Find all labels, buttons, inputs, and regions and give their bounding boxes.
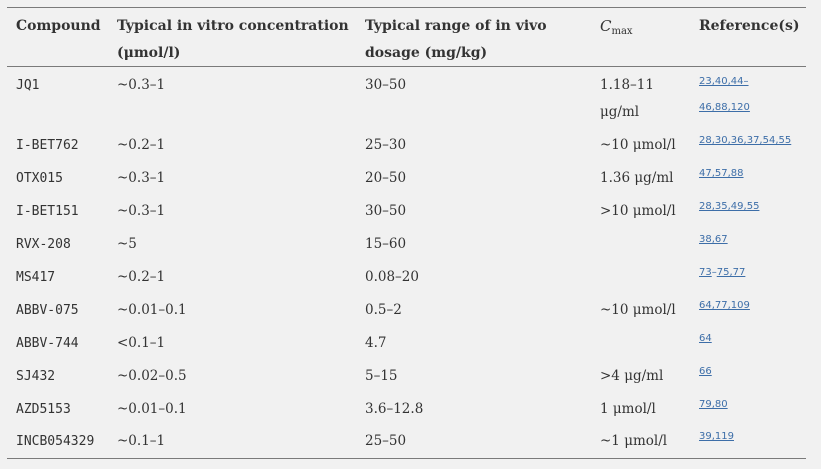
header-cmax: Cmax (600, 13, 633, 42)
cell-cmax: >10 μmol/l (600, 203, 676, 219)
cell-invivo: 4.7 (365, 335, 387, 351)
cell-invitro: ~0.1–1 (117, 433, 166, 449)
cell-invivo: 25–30 (365, 137, 407, 153)
cell-invitro: ~0.01–0.1 (117, 401, 187, 417)
cell-compound: I-BET762 (16, 138, 79, 153)
top-rule (7, 7, 806, 8)
reference-link[interactable]: 73 (699, 267, 712, 278)
reference-link[interactable]: 47,57,88 (699, 168, 744, 179)
cell-compound: JQ1 (16, 78, 40, 93)
cell-cmax: ~10 μmol/l (600, 302, 676, 318)
cell-invivo: 0.5–2 (365, 302, 402, 318)
cell-compound: SJ432 (16, 369, 56, 384)
cell-invitro: ~0.3–1 (117, 77, 166, 93)
header-invivo-line2: dosage (mg/kg) (365, 45, 488, 61)
cell-cmax: 1.36 μg/ml (600, 170, 674, 186)
cell-compound: OTX015 (16, 171, 63, 186)
cell-cmax: >4 μg/ml (600, 368, 664, 384)
reference-dash: – (711, 267, 717, 278)
reference-link[interactable]: 38,67 (699, 234, 728, 245)
cell-invitro: ~0.2–1 (117, 137, 166, 153)
cell-cmax: ~1 μmol/l (600, 433, 668, 449)
cell-compound: RVX-208 (16, 237, 71, 252)
header-cmax-c: C (600, 17, 612, 35)
cell-invivo: 25–50 (365, 433, 407, 449)
reference-dash: – (743, 76, 749, 87)
header-rule (7, 66, 806, 67)
cell-compound: I-BET151 (16, 204, 79, 219)
cell-invitro: ~5 (117, 236, 137, 252)
cell-invitro: ~0.2–1 (117, 269, 166, 285)
cell-compound: MS417 (16, 270, 56, 285)
reference-link[interactable]: 39,119 (699, 431, 734, 442)
header-invitro-line1: Typical in vitro concentration (117, 18, 349, 34)
bottom-rule (7, 458, 806, 459)
cell-references: 23,40,44– (699, 68, 749, 95)
reference-link[interactable]: 79,80 (699, 399, 728, 410)
reference-link[interactable]: 64,77,109 (699, 300, 750, 311)
reference-link[interactable]: 23,40,44 (699, 76, 744, 87)
header-invitro-line2: (μmol/l) (117, 45, 181, 61)
cell-references: 73–75,77 (699, 259, 745, 286)
cell-invitro: ~0.3–1 (117, 170, 166, 186)
header-invivo: Typical range of in vivo dosage (mg/kg) (365, 13, 585, 67)
cell-invivo: 0.08–20 (365, 269, 419, 285)
reference-link[interactable]: 75,77 (716, 267, 746, 278)
header-cmax-sub: max (611, 26, 633, 37)
cell-invitro: ~0.01–0.1 (117, 302, 187, 318)
cell-invivo: 5–15 (365, 368, 398, 384)
cell-invitro: ~0.02–0.5 (117, 368, 187, 384)
cell-cmax: 1 μmol/l (600, 401, 656, 417)
reference-link[interactable]: 46,88,120 (699, 102, 750, 113)
cell-compound: ABBV-744 (16, 336, 79, 351)
cell-compound: INCB054329 (16, 434, 95, 449)
cell-invitro: ~0.3–1 (117, 203, 166, 219)
reference-link[interactable]: 28,35,49,55 (699, 201, 760, 212)
cell-compound: AZD5153 (16, 402, 71, 417)
reference-link[interactable]: 64 (699, 333, 712, 344)
cell-cmax-line2: μg/ml (600, 104, 640, 120)
reference-link[interactable]: 28,30,36,37,54,55 (699, 135, 792, 146)
reference-link[interactable]: 66 (699, 366, 712, 377)
header-compound: Compound (16, 18, 101, 34)
cell-compound: ABBV-075 (16, 303, 79, 318)
cell-invivo: 30–50 (365, 203, 407, 219)
header-invivo-line1: Typical range of in vivo (365, 18, 547, 34)
cell-invivo: 20–50 (365, 170, 407, 186)
header-references: Reference(s) (699, 18, 800, 34)
cell-invivo: 15–60 (365, 236, 407, 252)
cell-cmax: 1.18–11 (600, 77, 654, 93)
header-invitro: Typical in vitro concentration (μmol/l) (117, 13, 357, 67)
cell-cmax: ~10 μmol/l (600, 137, 676, 153)
cell-invitro: <0.1–1 (117, 335, 166, 351)
cell-invivo: 30–50 (365, 77, 407, 93)
cell-invivo: 3.6–12.8 (365, 401, 424, 417)
